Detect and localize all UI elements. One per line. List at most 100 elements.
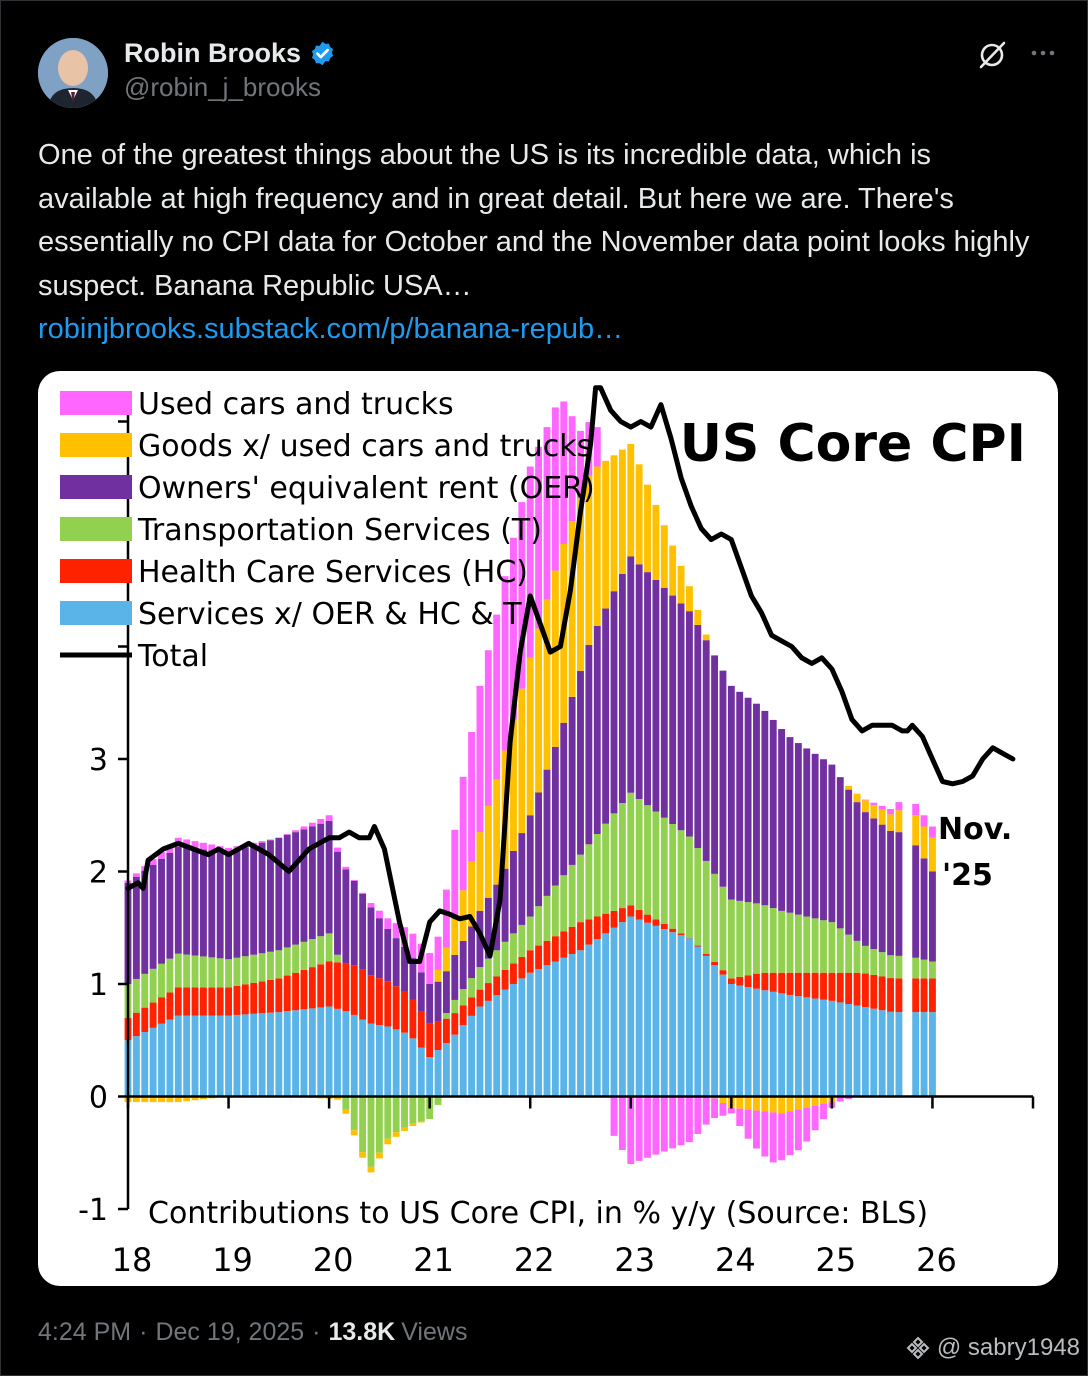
bar-services — [627, 916, 635, 1097]
bar-oer — [585, 644, 593, 845]
bar-health — [426, 1023, 434, 1058]
post-link[interactable]: robinjbrooks.substack.com/p/banana-repub… — [38, 313, 624, 345]
y-tick-label: 0 — [89, 1081, 108, 1116]
bar-services — [895, 1012, 903, 1097]
bar-health — [568, 926, 576, 954]
bar-health — [669, 928, 677, 933]
bar-health — [459, 1005, 467, 1026]
bar-goods — [761, 1096, 769, 1112]
bar-oer — [702, 640, 710, 861]
post-media[interactable]: -1 0 1 2 3 18 19 20 21 22 23 24 25 26 Used cars and … — [38, 371, 1058, 1286]
bar-goods — [677, 565, 685, 604]
bar-used_cars — [778, 1113, 786, 1161]
author-handle[interactable]: @robin_j_brooks — [124, 72, 321, 102]
bar-transport — [861, 945, 869, 974]
bar-used_cars — [518, 502, 526, 689]
bar-health — [493, 976, 501, 996]
bar-health — [208, 987, 216, 1016]
bar-health — [660, 924, 668, 929]
annotation-year: '25 — [942, 858, 993, 893]
bar-goods — [434, 969, 442, 982]
bar-services — [493, 995, 501, 1097]
bar-services — [241, 1014, 249, 1097]
bar-health — [719, 970, 727, 975]
bar-oer — [392, 938, 400, 987]
bar-oer — [459, 940, 467, 989]
bar-transport — [845, 934, 853, 973]
bar-used_cars — [577, 430, 584, 499]
bar-used_cars — [769, 1112, 777, 1163]
bar-services — [820, 999, 827, 1097]
bar-transport — [778, 910, 786, 973]
bar-health — [627, 905, 635, 917]
bar-services — [878, 1010, 886, 1097]
bar-used_cars — [300, 826, 308, 830]
x-tick-label: 23 — [614, 1241, 655, 1279]
bar-goods — [602, 460, 610, 609]
post-date[interactable]: Dec 19, 2025 — [155, 1318, 305, 1346]
bar-oer — [744, 697, 752, 903]
bar-transport — [468, 978, 476, 998]
bar-transport — [375, 1096, 383, 1153]
bar-goods — [577, 498, 584, 671]
bar-goods — [803, 1096, 811, 1108]
bar-health — [501, 969, 509, 990]
x-tick-label: 22 — [514, 1241, 555, 1279]
bar-transport — [401, 1096, 408, 1128]
bar-oer — [216, 851, 224, 959]
legend-swatch — [60, 601, 132, 625]
grok-icon[interactable] — [975, 38, 1009, 72]
bar-services — [317, 1007, 325, 1097]
bar-services — [694, 946, 702, 1097]
bar-oer — [828, 764, 836, 923]
bar-services — [308, 1008, 316, 1097]
post-time[interactable]: 4:24 PM — [38, 1318, 132, 1346]
bar-transport — [141, 973, 149, 1008]
bar-oer — [141, 870, 149, 974]
bar-oer — [652, 579, 660, 812]
bar-used_cars — [132, 873, 140, 877]
bar-transport — [803, 916, 811, 973]
bar-health — [451, 1013, 459, 1035]
bar-health — [861, 973, 869, 1008]
x-axis-label: Contributions to US Core CPI, in % y/y (… — [148, 1196, 928, 1231]
legend-label: Transportation Services (T) — [137, 513, 542, 548]
bar-goods — [820, 1096, 827, 1104]
bar-transport — [786, 912, 794, 973]
avatar[interactable] — [38, 38, 108, 108]
bar-used_cars — [392, 923, 400, 939]
bar-services — [233, 1014, 241, 1097]
bar-goods — [635, 464, 643, 565]
bar-goods — [861, 800, 869, 813]
bar-services — [459, 1025, 467, 1097]
bar-oer — [920, 858, 928, 960]
bar-transport — [409, 1096, 417, 1124]
bar-goods — [887, 814, 894, 831]
bar-transport — [451, 999, 459, 1014]
binance-logo-icon — [906, 1336, 930, 1360]
bar-oer — [208, 850, 216, 958]
bar-oer — [719, 670, 727, 887]
bar-transport — [300, 941, 308, 970]
author-name[interactable]: Robin Brooks — [124, 37, 302, 68]
more-dots-icon[interactable] — [1028, 38, 1058, 68]
bar-health — [258, 981, 266, 1014]
bar-health — [878, 976, 886, 1011]
bar-services — [744, 987, 752, 1097]
bar-used_cars — [719, 1103, 727, 1116]
bar-health — [510, 963, 517, 984]
bar-services — [191, 1015, 199, 1097]
bar-used_cars — [468, 731, 476, 862]
bar-services — [610, 927, 618, 1097]
bar-oer — [350, 880, 358, 966]
bar-goods — [526, 657, 534, 816]
bar-health — [350, 965, 358, 1015]
bar-transport — [250, 954, 258, 983]
bar-services — [250, 1013, 258, 1097]
bar-transport — [158, 963, 165, 998]
bar-health — [300, 969, 308, 1010]
bar-health — [593, 916, 601, 939]
bar-health — [476, 989, 484, 1007]
bar-oer — [551, 746, 559, 886]
bar-health — [551, 936, 559, 962]
